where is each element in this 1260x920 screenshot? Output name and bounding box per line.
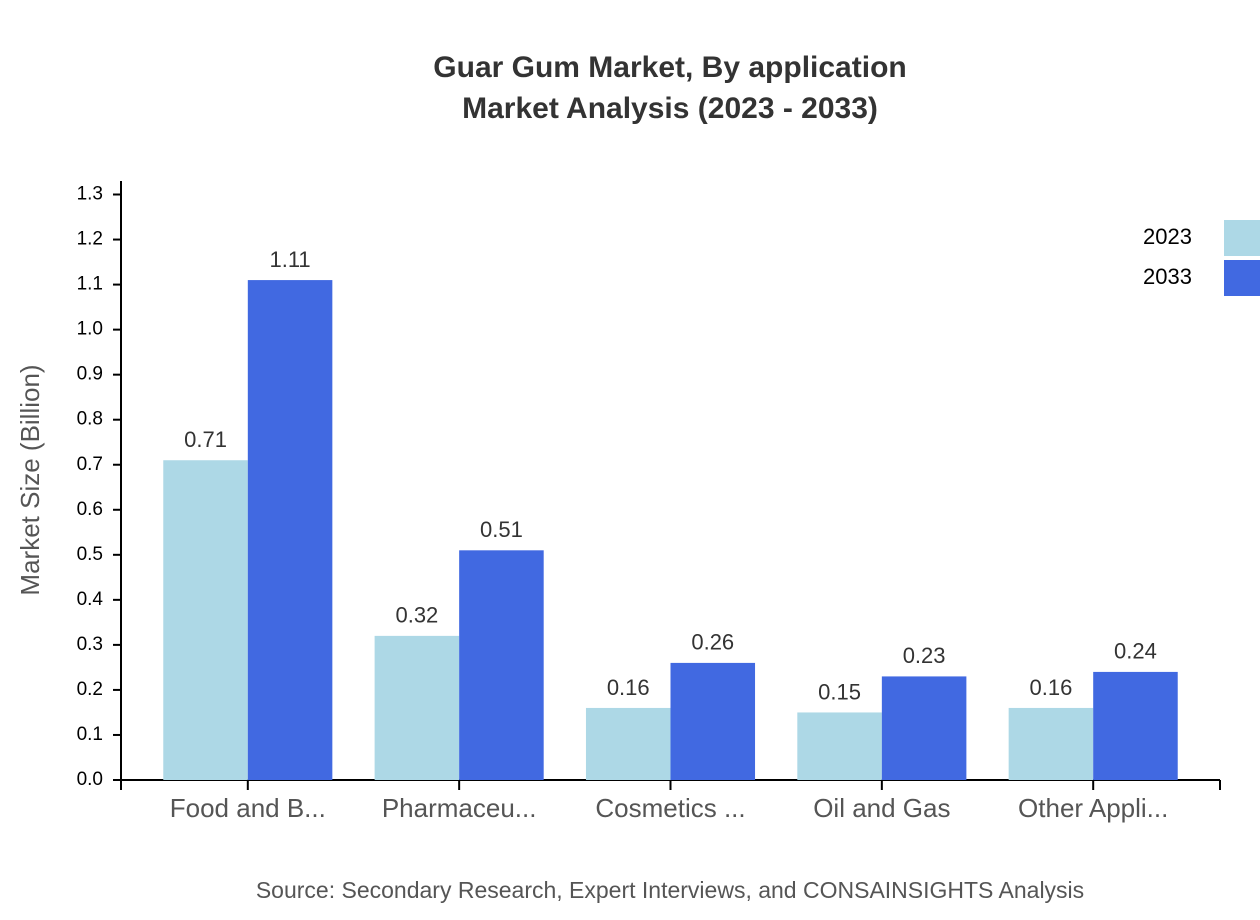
y-tick-label: 0.3 <box>77 634 103 655</box>
value-label: 0.15 <box>818 679 861 704</box>
source-note: Source: Secondary Research, Expert Inter… <box>256 877 1084 903</box>
bar <box>585 707 671 780</box>
value-label: 0.71 <box>184 427 227 452</box>
value-label: 0.16 <box>1030 675 1073 700</box>
bar <box>797 712 882 780</box>
legend-label: 2033 <box>1143 264 1192 289</box>
bar <box>459 550 544 780</box>
y-tick-label: 0.7 <box>77 454 103 475</box>
bar <box>374 635 460 780</box>
chart-title: Guar Gum Market, By application <box>433 51 906 84</box>
bar <box>670 662 756 780</box>
x-tick-label: Cosmetics ... <box>595 793 745 823</box>
value-label: 0.16 <box>607 675 650 700</box>
x-tick-label: Pharmaceu... <box>382 793 537 823</box>
legend-swatch <box>1224 260 1260 296</box>
value-label: 0.23 <box>903 643 946 668</box>
value-label: 0.24 <box>1114 639 1157 664</box>
y-tick-label: 0.4 <box>77 589 104 610</box>
x-tick-label: Food and B... <box>170 793 326 823</box>
x-tick-label: Other Appli... <box>1018 793 1168 823</box>
y-tick-label: 1.0 <box>77 319 103 340</box>
y-tick-label: 1.3 <box>77 184 103 205</box>
value-label: 0.51 <box>480 517 523 542</box>
bar <box>247 280 333 780</box>
value-label: 0.32 <box>395 603 438 628</box>
legend-label: 2023 <box>1143 224 1192 249</box>
y-tick-label: 0.0 <box>77 769 103 790</box>
legend-swatch <box>1224 220 1260 256</box>
y-tick-label: 0.6 <box>77 499 103 520</box>
x-tick-label: Oil and Gas <box>813 793 950 823</box>
chart-subtitle: Market Analysis (2023 - 2033) <box>462 92 878 125</box>
bar <box>1093 671 1178 780</box>
y-tick-label: 1.2 <box>77 229 103 250</box>
bar <box>163 460 248 780</box>
value-label: 0.26 <box>691 630 734 655</box>
y-tick-label: 0.8 <box>77 409 103 430</box>
y-tick-label: 1.1 <box>77 274 103 295</box>
y-axis-label: Market Size (Billion) <box>15 364 45 595</box>
value-label: 1.11 <box>269 247 310 272</box>
y-tick-label: 0.9 <box>77 364 103 385</box>
bar <box>881 676 967 780</box>
y-tick-label: 0.1 <box>77 724 103 745</box>
y-tick-label: 0.2 <box>77 679 103 700</box>
y-tick-label: 0.5 <box>77 544 103 565</box>
bar <box>1008 707 1094 780</box>
